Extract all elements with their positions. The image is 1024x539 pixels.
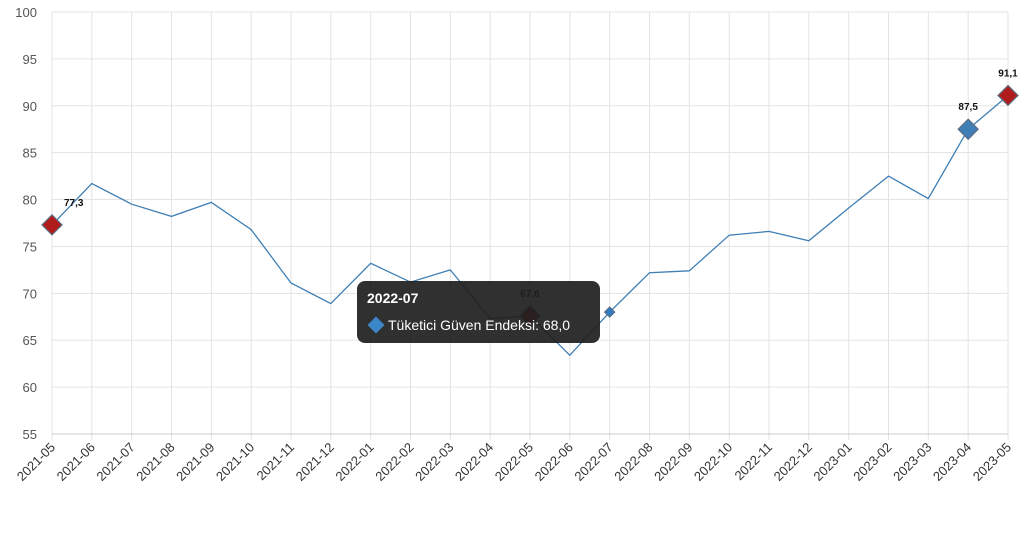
x-tick-label: 2022-03 xyxy=(412,440,456,484)
x-tick-label: 2022-11 xyxy=(731,440,775,484)
highlight-marker xyxy=(41,214,63,236)
data-point xyxy=(208,199,214,205)
x-tick-label: 2021-11 xyxy=(253,440,297,484)
data-point xyxy=(925,196,931,202)
tooltip: 2022-07 Tüketici Güven Endeksi: 68,0 xyxy=(357,281,600,343)
data-point xyxy=(806,238,812,244)
data-point xyxy=(686,268,692,274)
y-tick-label: 55 xyxy=(23,427,37,442)
tooltip-row: Tüketici Güven Endeksi: 68,0 xyxy=(367,316,590,334)
x-tick-label: 2021-05 xyxy=(14,440,58,484)
x-tick-label: 2022-02 xyxy=(372,440,416,484)
data-point xyxy=(726,232,732,238)
data-point xyxy=(567,352,573,358)
series-swatch-icon xyxy=(367,316,385,334)
x-tick-label: 2023-04 xyxy=(930,440,974,484)
x-tick-label: 2021-09 xyxy=(173,440,217,484)
x-tick-label: 2022-07 xyxy=(571,440,615,484)
x-tick-label: 2022-06 xyxy=(532,440,576,484)
data-point xyxy=(129,201,135,207)
x-tick-label: 2021-06 xyxy=(54,440,98,484)
x-tick-label: 2023-03 xyxy=(890,440,934,484)
data-point xyxy=(169,213,175,219)
y-tick-label: 95 xyxy=(23,52,37,67)
tooltip-value: Tüketici Güven Endeksi: 68,0 xyxy=(388,317,571,333)
x-tick-label: 2021-08 xyxy=(133,440,177,484)
x-tick-label: 2022-01 xyxy=(332,440,376,484)
x-tick-label: 2022-05 xyxy=(492,440,536,484)
data-point xyxy=(886,173,892,179)
x-tick-label: 2023-05 xyxy=(970,440,1014,484)
data-point xyxy=(766,228,772,234)
x-tick-label: 2021-12 xyxy=(293,440,337,484)
y-tick-label: 100 xyxy=(15,5,37,20)
y-tick-label: 85 xyxy=(23,146,37,161)
data-point xyxy=(248,227,254,233)
x-tick-label: 2022-04 xyxy=(452,440,496,484)
data-point xyxy=(288,280,294,286)
x-tick-label: 2022-10 xyxy=(691,440,735,484)
y-tick-label: 90 xyxy=(23,99,37,114)
data-point xyxy=(89,181,95,187)
data-label: 91,1 xyxy=(998,68,1018,79)
data-point xyxy=(328,301,334,307)
data-point xyxy=(447,267,453,273)
tooltip-title: 2022-07 xyxy=(367,290,419,306)
highlight-marker xyxy=(957,118,980,141)
highlight-marker xyxy=(997,84,1019,107)
x-tick-label: 2023-02 xyxy=(850,440,894,484)
y-tick-label: 75 xyxy=(23,239,37,254)
data-point xyxy=(846,205,852,211)
x-tick-label: 2021-07 xyxy=(93,440,137,484)
x-tick-label: 2021-10 xyxy=(213,440,257,484)
data-point xyxy=(647,270,653,276)
data-label: 87,5 xyxy=(958,102,978,113)
x-tick-label: 2022-08 xyxy=(611,440,655,484)
x-tick-label: 2023-01 xyxy=(810,440,854,484)
x-tick-label: 2022-12 xyxy=(771,440,815,484)
y-tick-label: 60 xyxy=(23,380,37,395)
y-tick-label: 70 xyxy=(23,286,37,301)
y-tick-label: 80 xyxy=(23,193,37,208)
hovered-marker xyxy=(603,306,616,318)
x-tick-label: 2022-09 xyxy=(651,440,695,484)
y-tick-label: 65 xyxy=(23,333,37,348)
data-label: 77,3 xyxy=(64,198,84,209)
data-point xyxy=(368,260,374,266)
